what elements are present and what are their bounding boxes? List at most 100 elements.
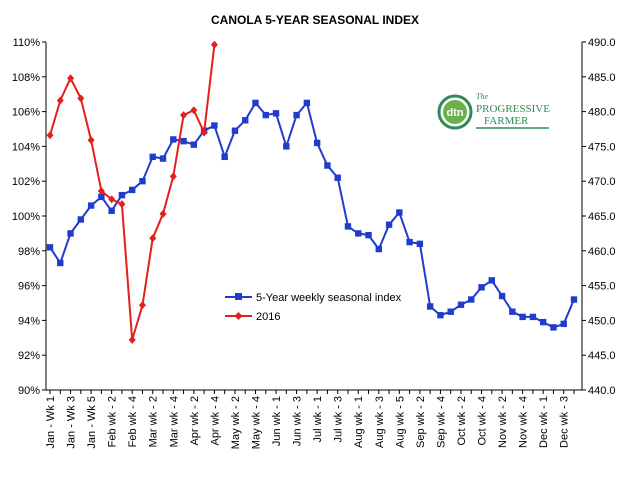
x-tick-label: Jul wk - 1 xyxy=(312,396,324,442)
right-tick-label: 470.0 xyxy=(588,176,616,188)
right-tick-label: 440.0 xyxy=(588,385,616,397)
data-point xyxy=(97,186,105,195)
data-point xyxy=(272,110,280,117)
data-point xyxy=(67,230,74,237)
data-point xyxy=(468,296,475,303)
legend: 5-Year weekly seasonal index 2016 xyxy=(225,292,402,323)
data-point xyxy=(498,292,506,300)
legend-marker-2016 xyxy=(234,312,243,320)
x-tick-label: Apr wk - 2 xyxy=(189,396,201,446)
dtn-progressive-farmer-logo: dtn The PROGRESSIVE FARMER xyxy=(437,92,550,135)
data-point xyxy=(139,178,146,185)
data-point xyxy=(293,111,300,119)
x-tick-label: Feb wk - 4 xyxy=(127,396,139,447)
data-point xyxy=(87,202,95,209)
data-point xyxy=(46,131,54,140)
right-tick-label: 480.0 xyxy=(588,107,616,119)
data-point xyxy=(519,313,526,321)
data-point xyxy=(118,191,126,199)
data-point xyxy=(334,174,341,181)
x-tick-label: Oct wk - 4 xyxy=(477,396,489,446)
data-point xyxy=(457,301,465,308)
data-point xyxy=(211,122,218,129)
logo-line1: PROGRESSIVE xyxy=(476,103,550,115)
logo-globe-icon xyxy=(443,100,467,124)
axes xyxy=(45,42,583,391)
data-point xyxy=(355,230,362,237)
data-point xyxy=(138,301,146,310)
data-point xyxy=(570,296,578,303)
data-point xyxy=(539,318,547,326)
right-tick-label: 490.0 xyxy=(588,37,616,49)
legend-label-seasonal: 5-Year weekly seasonal index xyxy=(256,292,402,304)
series-seasonal-index xyxy=(46,99,578,331)
data-point xyxy=(324,162,331,169)
x-tick-label: Dec wk - 1 xyxy=(538,396,550,448)
right-tick-label: 445.0 xyxy=(588,350,616,362)
left-tick-label: 92% xyxy=(18,350,40,362)
data-point xyxy=(313,139,321,147)
x-tick-label: May wk - 2 xyxy=(230,396,242,449)
data-point xyxy=(46,244,54,251)
data-point xyxy=(190,141,198,148)
left-axis-ticks: 90% 92% 94% 96% 98% 100% 102% 104% 106% 108% 110% xyxy=(12,37,46,397)
left-tick-label: 102% xyxy=(12,176,40,188)
series-layer xyxy=(46,40,578,344)
data-point xyxy=(128,186,136,194)
data-point xyxy=(560,320,567,328)
data-point xyxy=(98,193,105,201)
data-point xyxy=(396,209,403,216)
data-point xyxy=(385,221,393,228)
x-tick-label: Mar wk - 4 xyxy=(168,396,180,447)
logo-abbr: dtn xyxy=(446,107,463,119)
data-point xyxy=(242,117,249,124)
left-tick-label: 90% xyxy=(18,385,40,397)
left-tick-label: 94% xyxy=(18,315,40,327)
data-point xyxy=(478,284,485,291)
x-tick-label: Aug wk - 1 xyxy=(353,396,365,448)
data-point xyxy=(67,74,75,83)
x-tick-label: Apr wk - 4 xyxy=(209,396,221,446)
x-tick-label: Jun wk - 3 xyxy=(292,396,304,446)
logo-ring-icon xyxy=(437,94,473,130)
right-tick-label: 465.0 xyxy=(588,211,616,223)
data-point xyxy=(488,277,496,284)
x-tick-label: Jan - Wk 3 xyxy=(66,396,78,449)
data-point xyxy=(57,259,64,267)
left-tick-label: 100% xyxy=(12,211,40,223)
right-tick-label: 460.0 xyxy=(588,246,616,258)
x-tick-label: Jan - Wk 1 xyxy=(45,396,57,449)
data-point xyxy=(56,96,64,105)
data-point xyxy=(159,155,167,162)
left-tick-label: 104% xyxy=(12,141,40,153)
x-tick-label: Dec wk - 3 xyxy=(559,396,571,448)
data-point xyxy=(550,324,557,331)
data-point xyxy=(303,99,311,107)
x-tick-label: Jun wk - 1 xyxy=(271,396,283,446)
x-tick-label: Nov wk - 2 xyxy=(497,396,509,448)
legend-label-2016: 2016 xyxy=(256,311,280,323)
data-point xyxy=(529,313,537,321)
left-tick-label: 106% xyxy=(12,107,40,119)
chart-title: CANOLA 5-YEAR SEASONAL INDEX xyxy=(211,13,419,27)
data-point xyxy=(87,136,95,145)
legend-marker-seasonal xyxy=(235,293,242,300)
data-point xyxy=(262,111,269,119)
x-tick-label: Oct wk - 2 xyxy=(456,396,468,446)
data-point xyxy=(180,111,188,120)
x-tick-label: Aug wk - 3 xyxy=(374,396,386,448)
logo-line2: FARMER xyxy=(484,115,529,127)
x-axis-ticks: Jan - Wk 1 Jan - Wk 3 Jan - Wk 5 Feb wk - 2… xyxy=(45,390,575,449)
left-tick-label: 108% xyxy=(12,72,40,84)
data-point xyxy=(509,308,516,315)
x-tick-label: Feb wk - 2 xyxy=(107,396,119,447)
data-point xyxy=(344,223,352,230)
right-tick-label: 450.0 xyxy=(588,315,616,327)
data-point xyxy=(108,207,115,214)
logo-prefix: The xyxy=(476,92,488,101)
right-tick-label: 475.0 xyxy=(588,141,616,153)
data-point xyxy=(159,209,167,218)
data-point xyxy=(365,231,372,239)
data-point xyxy=(231,127,239,134)
